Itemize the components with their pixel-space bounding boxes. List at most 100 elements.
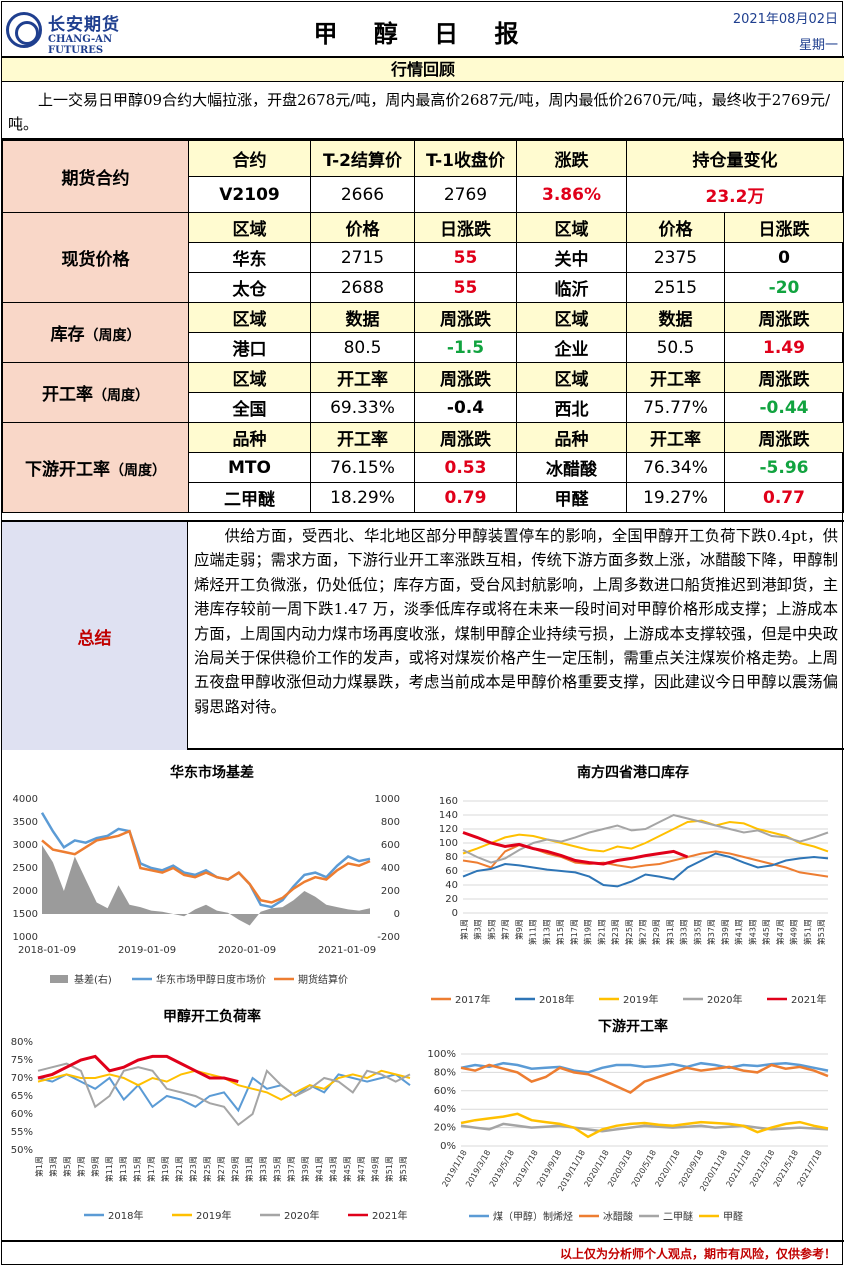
operating-header: 开工率 <box>626 362 725 393</box>
x-tick-label: 第53周 <box>816 919 826 945</box>
spot-header: 日涨跌 <box>724 212 844 243</box>
x-tick-label: 2021-01-09 <box>318 945 376 956</box>
spot-label: 现货价格 <box>2 212 189 303</box>
inventory-header: 数据 <box>310 302 415 333</box>
x-tick-label: 第41周 <box>314 1156 324 1182</box>
series-line <box>41 829 371 904</box>
report-title: 甲 醇 日 报 <box>313 19 533 48</box>
inventory-header: 周涨跌 <box>414 302 517 333</box>
y-tick-label: 0 <box>394 909 400 920</box>
chart-svg: 0 20 40 60 80 100 120 140 160 第1周 第3周 第5周 第7周 第9周 第11周… <box>431 796 829 1006</box>
y-tick-label: 80% <box>434 1067 456 1078</box>
legend-label: 2018年 <box>108 1209 143 1222</box>
y-tick-label: 55% <box>11 1127 33 1138</box>
chart-svg: 1000 1500 2000 2500 3000 3500 4000 -200 0 200 400 6… <box>13 794 400 986</box>
operating-change: -0.4 <box>414 392 517 423</box>
y-tick-label: 1000 <box>375 794 400 805</box>
table-row: 开工率（周度） 区域 开工率 周涨跌 区域 开工率 周涨跌 <box>2 362 844 423</box>
x-tick-label: 第19周 <box>160 1156 170 1182</box>
x-tick-label: 第31周 <box>244 1156 254 1182</box>
x-tick-label: 第35周 <box>692 919 702 945</box>
inventory-header: 区域 <box>188 302 311 333</box>
x-tick-label: 第51周 <box>384 1156 394 1182</box>
table-row: 库存（周度） 区域 数据 周涨跌 区域 数据 周涨跌 <box>2 302 844 363</box>
inventory-change: -1.5 <box>414 332 517 363</box>
legend-label: 冰醋酸 <box>603 1210 633 1223</box>
y-tick-label: 200 <box>381 886 400 897</box>
futures-settle: 2666 <box>310 176 415 213</box>
table-row: 期货合约 合约 T-2结算价 T-1收盘价 涨跌 持仓量变化 <box>2 140 844 213</box>
logo-cn: 长安期货 <box>48 15 120 35</box>
x-tick-label: 第39周 <box>300 1156 310 1182</box>
futures-label: 期货合约 <box>2 140 189 213</box>
futures-change: 3.86% <box>516 176 627 213</box>
downstream-rate: 76.15% <box>310 452 415 483</box>
series-line <box>37 1054 239 1084</box>
series-line <box>462 813 829 864</box>
x-tick-label: 第1周 <box>34 1156 44 1177</box>
x-tick-label: 2018-01-09 <box>18 945 76 956</box>
table-row: 二甲醚 18.29% 0.79 甲醛 19.27% 0.77 <box>3 482 844 513</box>
legend-label: 2018年 <box>539 993 574 1006</box>
inventory-value: 80.5 <box>310 332 415 363</box>
x-tick-label: 第23周 <box>188 1156 198 1182</box>
y-tick-label: -200 <box>377 932 400 943</box>
series-line <box>460 1061 829 1074</box>
legend-label: 华东市场甲醇日度市场价 <box>156 973 266 986</box>
x-tick-label: 第43周 <box>328 1156 338 1182</box>
y-tick-label: 3500 <box>13 817 38 828</box>
futures-header: T-2结算价 <box>310 140 415 177</box>
x-tick-label: 第39周 <box>720 919 730 945</box>
y-tick-label: 800 <box>381 817 400 828</box>
summary-section: 总结 供给方面，受西北、华北地区部分甲醇装置停车的影响，全国甲醇开工负荷下跌0.… <box>2 520 844 750</box>
report-date: 2021年08月02日 <box>732 12 838 27</box>
x-tick-label: 第13周 <box>541 919 551 945</box>
x-tick-label: 第19周 <box>583 919 593 945</box>
table-row: V2109 2666 2769 3.86% 23.2万 <box>3 176 844 213</box>
y-tick-label: 80% <box>11 1037 33 1048</box>
spot-change: -20 <box>724 272 844 303</box>
x-tick-label: 第29周 <box>651 919 661 945</box>
spot-price: 2515 <box>626 272 725 303</box>
disclaimer: 以上仅为分析师个人观点，期市有风险，仅供参考！ <box>2 1240 844 1266</box>
operating-header: 周涨跌 <box>414 362 517 393</box>
y-tick-label: 0 <box>452 908 458 919</box>
x-tick-label: 第27周 <box>216 1156 226 1182</box>
legend-label: 煤（甲醇）制烯烃 <box>493 1210 573 1223</box>
y-tick-label: 1500 <box>13 909 38 920</box>
x-tick-label: 第41周 <box>734 919 744 945</box>
chart-title: 甲醇开工负荷率 <box>163 1009 261 1025</box>
review-heading: 行情回顾 <box>2 56 844 82</box>
y-tick-label: 3000 <box>13 840 38 851</box>
report-header: 长安期货 CHANG-AN FUTURES 甲 醇 日 报 2021年08月02… <box>2 2 844 58</box>
x-tick-label: 第27周 <box>638 919 648 945</box>
spot-header: 价格 <box>310 212 415 243</box>
summary-text: 供给方面，受西北、华北地区部分甲醇装置停车的影响，全国甲醇开工负荷下跌0.4pt… <box>194 527 838 716</box>
x-tick-label: 第7周 <box>76 1156 86 1177</box>
chart-downstream-operating: 下游开工率 0% 20% 40% 60% 80% 100% 2019/1/18 2019/3/… <box>423 1010 843 1232</box>
x-tick-label: 第7周 <box>500 919 510 940</box>
downstream-rate: 76.34% <box>626 452 725 483</box>
downstream-product: MTO <box>188 452 311 483</box>
x-tick-label: 第5周 <box>62 1156 72 1177</box>
downstream-header: 周涨跌 <box>724 422 844 453</box>
spot-price: 2375 <box>626 242 725 273</box>
x-tick-label: 第21周 <box>174 1156 184 1182</box>
x-tick-label: 第51周 <box>802 919 812 945</box>
futures-oi-change: 23.2万 <box>626 176 844 213</box>
series-line <box>37 1073 411 1113</box>
y-tick-label: 50% <box>11 1145 33 1156</box>
operating-region: 西北 <box>516 392 627 423</box>
y-tick-label: 2500 <box>13 863 38 874</box>
x-tick-label: 第49周 <box>789 919 799 945</box>
spot-region: 华东 <box>188 242 311 273</box>
operating-label: 开工率（周度） <box>2 362 189 423</box>
logo-emblem-icon <box>6 12 42 48</box>
inventory-label: 库存（周度） <box>2 302 189 363</box>
operating-change: -0.44 <box>724 392 844 423</box>
inventory-region: 企业 <box>516 332 627 363</box>
downstream-product: 二甲醚 <box>188 482 311 513</box>
chart-title: 华东市场基差 <box>170 765 254 781</box>
operating-header: 周涨跌 <box>724 362 844 393</box>
legend-label: 2020年 <box>284 1209 319 1222</box>
